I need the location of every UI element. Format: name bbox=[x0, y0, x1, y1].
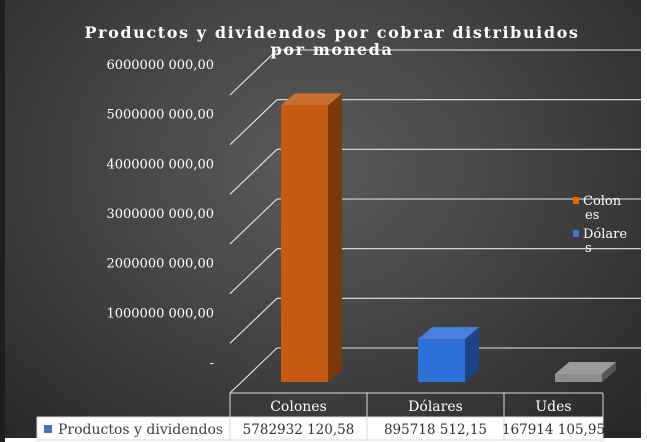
gridline-slant-6 bbox=[229, 49, 278, 96]
bar-top bbox=[555, 361, 616, 374]
bar-top bbox=[281, 93, 342, 106]
y-tick-label: 5000000 000,00 bbox=[106, 108, 214, 123]
bar-udes bbox=[555, 361, 616, 382]
table-value: 895718 512,15 bbox=[384, 422, 487, 438]
y-tick-label: 1000000 000,00 bbox=[106, 306, 214, 321]
bar-side bbox=[602, 361, 616, 382]
series-key-icon bbox=[44, 425, 52, 433]
y-tick-label: - bbox=[210, 356, 214, 371]
gridline-slant-1 bbox=[229, 297, 278, 344]
y-tick-label: 3000000 000,00 bbox=[106, 207, 214, 222]
legend-label: es bbox=[585, 208, 599, 223]
bar-front bbox=[555, 373, 602, 382]
gridline-slant-4 bbox=[229, 148, 278, 195]
legend-label: Colon bbox=[583, 194, 622, 209]
left-border bbox=[0, 0, 5, 442]
chart-title-line: Productos y dividendos por cobrar distri… bbox=[84, 23, 579, 42]
legend-label: Dólare bbox=[583, 227, 627, 242]
gridline-slant-5 bbox=[229, 99, 278, 146]
gridline-slant-2 bbox=[229, 248, 278, 295]
bar-front bbox=[281, 105, 328, 382]
y-tick-label: 2000000 000,00 bbox=[106, 257, 214, 272]
y-tick-label: 6000000 000,00 bbox=[106, 58, 214, 73]
gridline-slant-0 bbox=[229, 347, 278, 394]
bar-dólares bbox=[418, 327, 479, 382]
bar-top bbox=[418, 327, 479, 340]
chart-title-line: por moneda bbox=[271, 40, 394, 59]
data-table: Colones 5782932 120,58 Dólares 895718 512,1… bbox=[36, 392, 605, 441]
category-label: Dólares bbox=[408, 399, 463, 415]
series-name: Productos y dividendos bbox=[58, 422, 223, 438]
table-value: 167914 105,95 bbox=[502, 422, 605, 438]
bar-colones bbox=[281, 93, 342, 382]
legend-marker bbox=[573, 230, 579, 237]
bars bbox=[281, 93, 616, 382]
legend-label: s bbox=[585, 241, 592, 256]
y-axis-tick-labels: - 1000000 000,00 2000000 000,00 3000000 000… bbox=[106, 58, 214, 371]
table-value: 5782932 120,58 bbox=[243, 422, 355, 438]
bar-side bbox=[465, 327, 479, 382]
category-label: Colones bbox=[270, 399, 327, 415]
table-row-bg bbox=[37, 417, 603, 441]
gridline-slant-3 bbox=[229, 198, 278, 245]
bar-side bbox=[328, 93, 342, 382]
legend: Colones Dólares bbox=[573, 194, 627, 256]
bar-front bbox=[418, 339, 465, 382]
y-tick-label: 4000000 000,00 bbox=[106, 157, 214, 172]
legend-marker bbox=[573, 197, 579, 204]
category-label: Udes bbox=[535, 399, 571, 415]
chart-title: Productos y dividendos por cobrar distri… bbox=[84, 23, 579, 59]
